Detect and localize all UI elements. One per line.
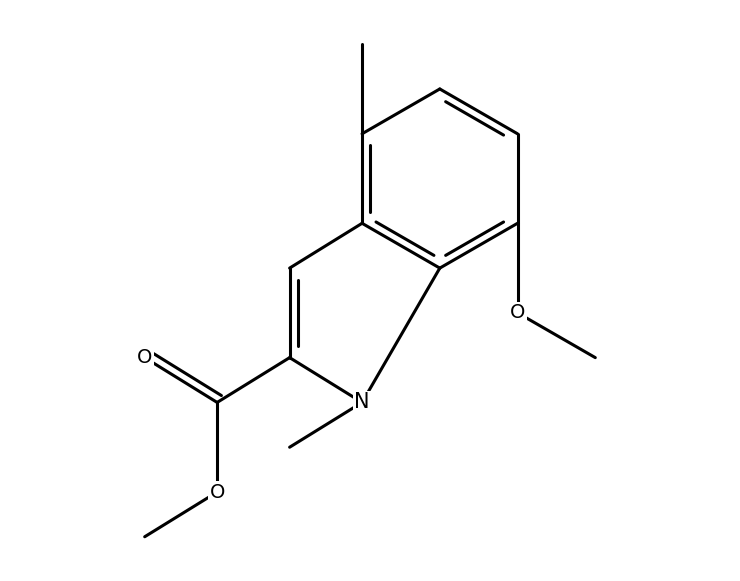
Text: O: O [510,303,525,322]
Text: O: O [209,483,225,501]
Text: O: O [137,348,152,367]
Text: N: N [354,392,370,413]
